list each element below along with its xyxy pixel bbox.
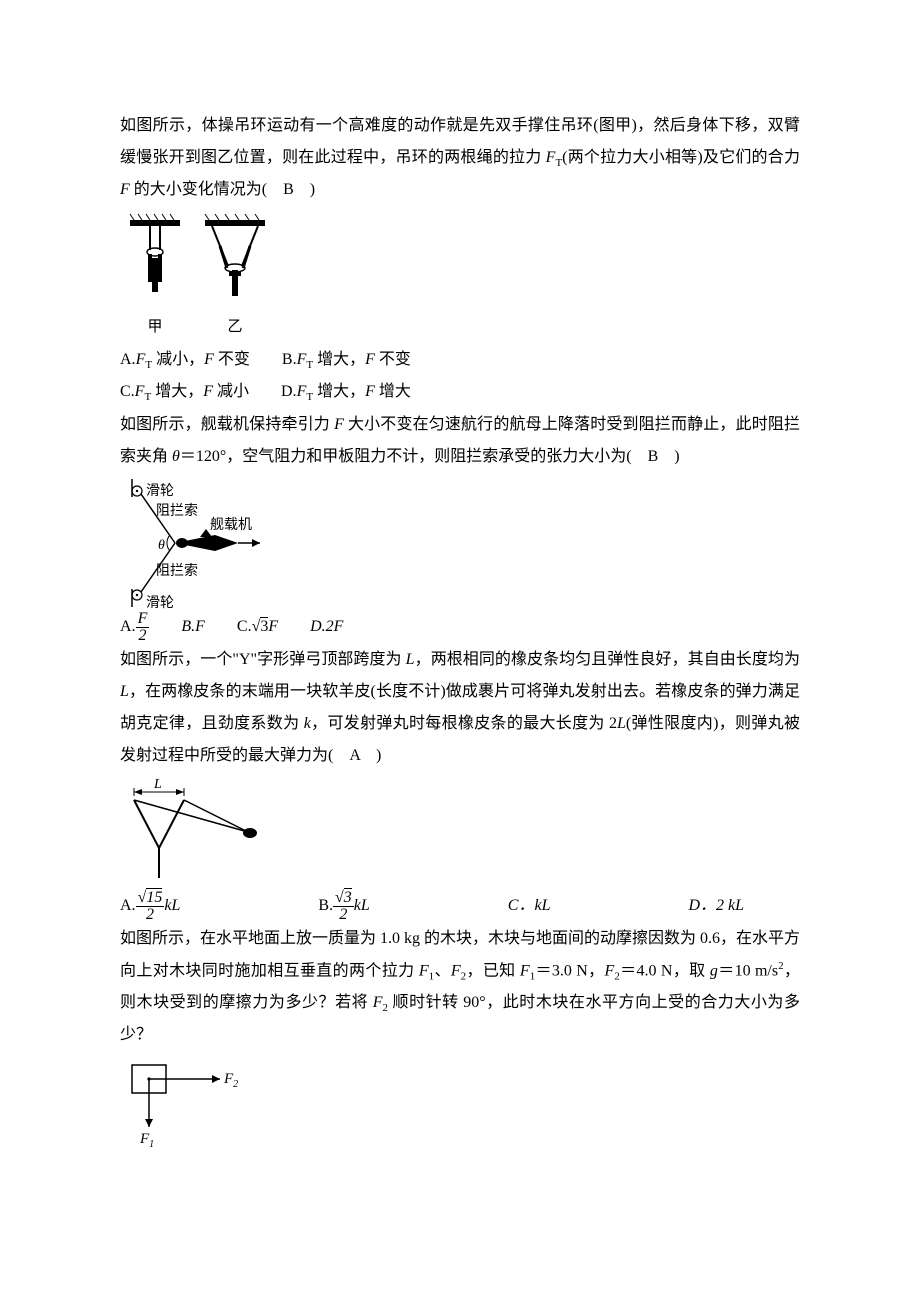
q2-text: 如图所示，舰载机保持牵引力 F 大小不变在匀速航行的航母上降落时受到阻拦而静止，… bbox=[120, 409, 800, 473]
svg-text:F2: F2 bbox=[223, 1071, 238, 1090]
q1-text: 如图所示，体操吊环运动有一个高难度的动作就是先双手撑住吊环(图甲)，然后身体下移… bbox=[120, 110, 800, 206]
q2-label-aircraft: 舰载机 bbox=[210, 517, 252, 533]
q4-block-diagram: F2 F1 bbox=[120, 1057, 250, 1147]
q2-label-cable-top: 阻拦索 bbox=[156, 502, 198, 519]
q2-label-pulley-top: 滑轮 bbox=[146, 482, 174, 499]
q2-label-pulley-bot: 滑轮 bbox=[146, 594, 174, 609]
q4-text: 如图所示，在水平地面上放一质量为 1.0 kg 的木块，木块与地面间的动摩擦因数… bbox=[120, 923, 800, 1052]
q1-figure: 甲 乙 bbox=[120, 212, 800, 342]
q2-aircraft-diagram: 滑轮 阻拦索 舰载机 θ 阻拦索 滑轮 bbox=[120, 479, 290, 609]
q1-rings-diagram bbox=[120, 212, 280, 312]
q4-figure: F2 F1 bbox=[120, 1057, 800, 1147]
q2-label-theta: θ bbox=[158, 538, 165, 553]
q3-options: A.√152kL B.√32kL C．kL D．2 kL bbox=[120, 890, 800, 923]
q1-f: F bbox=[120, 181, 130, 198]
q2-figure: 滑轮 阻拦索 舰载机 θ 阻拦索 滑轮 bbox=[120, 479, 800, 609]
q1-caption-2: 乙 bbox=[190, 312, 280, 342]
q1-ft-f: F bbox=[546, 149, 556, 166]
q2-label-cable-bot: 阻拦索 bbox=[156, 562, 198, 579]
q2-options: A.F2 B.F C.√3F D.2F bbox=[120, 611, 800, 644]
q3-slingshot-diagram: L bbox=[120, 778, 270, 888]
q3-figure: L bbox=[120, 778, 800, 888]
q1-options-row1: A.FT 减小，F 不变 B.FT 增大，F 不变 bbox=[120, 344, 800, 376]
q1-caption-1: 甲 bbox=[120, 312, 190, 342]
svg-text:F1: F1 bbox=[139, 1131, 154, 1147]
q1-options-row2: C.FT 增大，F 减小 D.FT 增大，F 增大 bbox=[120, 376, 800, 408]
q1-text-b: (两个拉力大小相等)及它们的合力 bbox=[562, 149, 800, 166]
q1-text-c: 的大小变化情况为( B ) bbox=[130, 181, 315, 198]
q3-label-L: L bbox=[153, 778, 162, 792]
q3-text: 如图所示，一个"Y"字形弹弓顶部跨度为 L，两根相同的橡皮条均匀且弹性良好，其自… bbox=[120, 644, 800, 772]
